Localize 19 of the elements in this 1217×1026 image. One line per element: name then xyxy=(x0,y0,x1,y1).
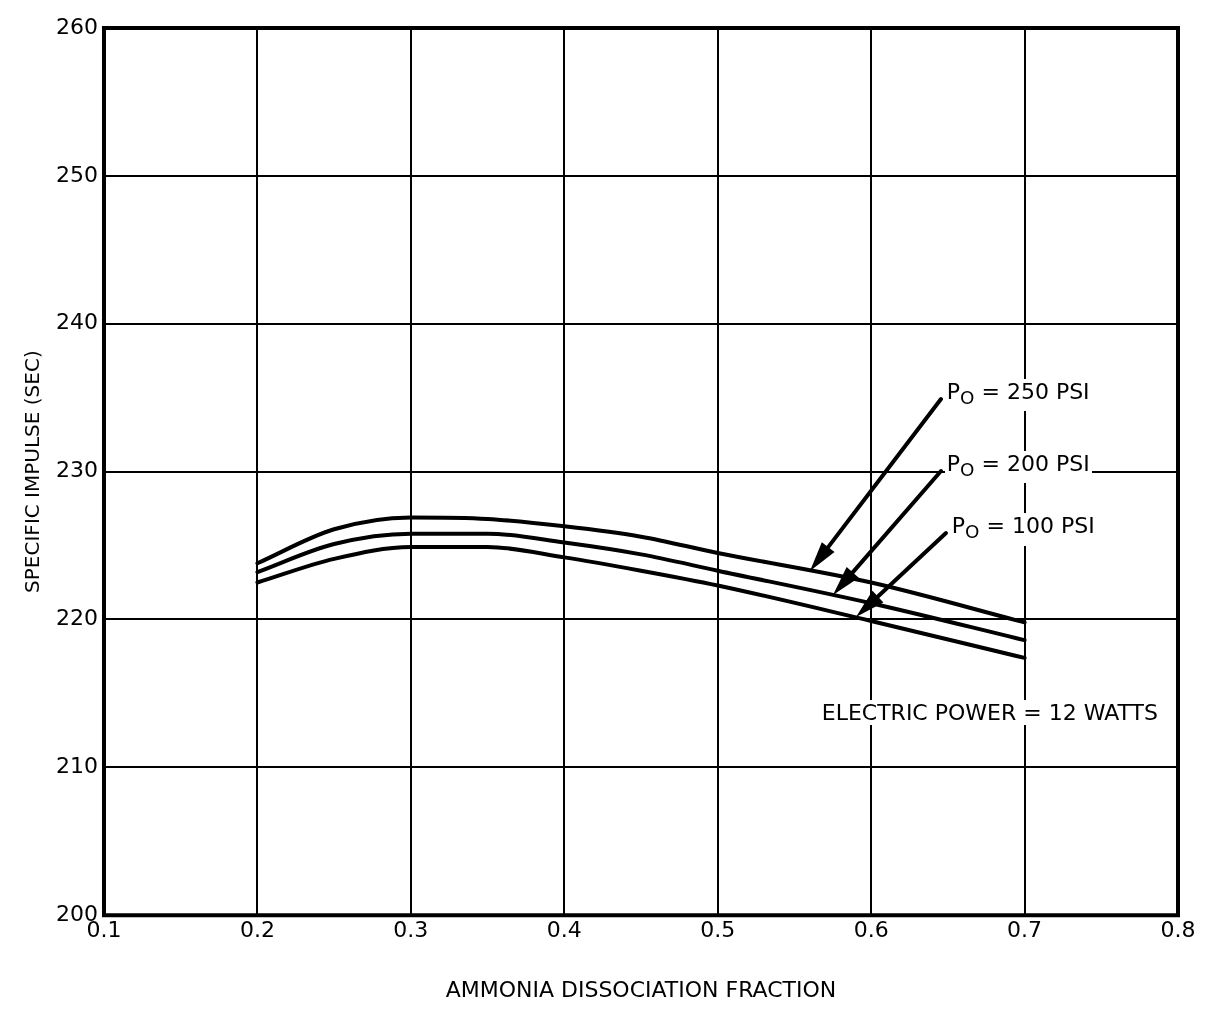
y-tick-label: 250 xyxy=(55,161,98,187)
x-tick-label: 0.8 xyxy=(1160,917,1196,943)
x-tick-label: 0.6 xyxy=(853,917,889,943)
text: P$_{O}$ = 200 PSI xyxy=(944,451,1092,484)
y-tick-label: 220 xyxy=(55,605,98,631)
y-tick-label: 210 xyxy=(55,753,98,779)
x-tick-label: 0.4 xyxy=(546,917,582,943)
x-tick-label: 0.5 xyxy=(700,917,736,943)
y-tick-label: 260 xyxy=(55,13,98,39)
text: P$_{O}$ = 100 PSI xyxy=(949,513,1097,546)
y-tick-label: 240 xyxy=(55,309,98,335)
text: P$_{O}$ = 250 PSI xyxy=(944,378,1092,412)
x-tick-label: 0.2 xyxy=(239,917,275,943)
x-tick-label: 0.7 xyxy=(1007,917,1043,943)
y-tick-label: 230 xyxy=(55,457,98,483)
annotation: ELECTRIC POWER = 12 WATTS xyxy=(821,700,1158,726)
x-axis-title: AMMONIA DISSOCIATION FRACTION xyxy=(445,976,837,1002)
y-axis-title: SPECIFIC IMPULSE (SEC) xyxy=(20,350,45,593)
x-tick-label: 0.3 xyxy=(393,917,429,943)
